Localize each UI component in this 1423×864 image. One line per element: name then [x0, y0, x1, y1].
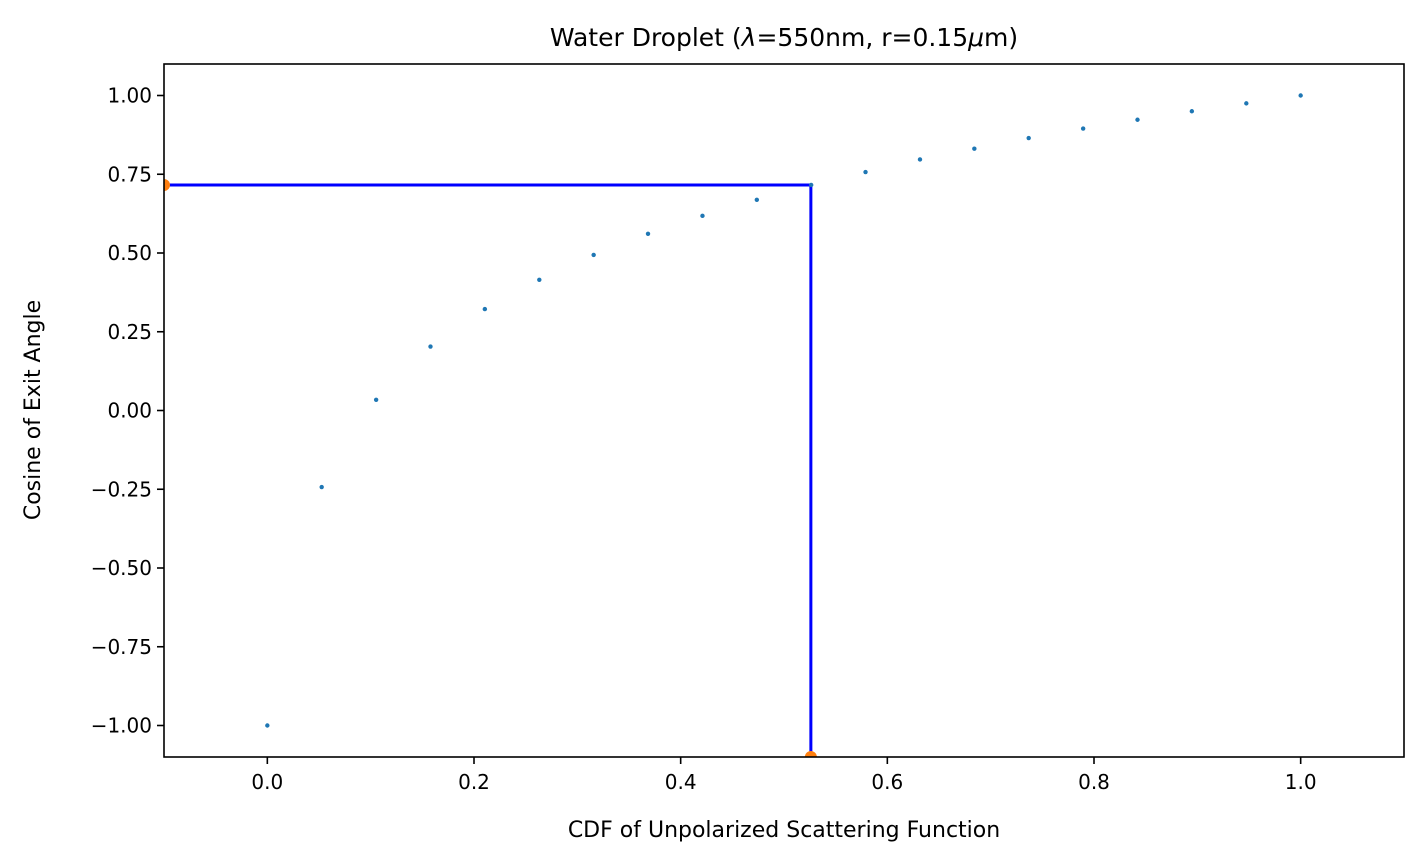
x-tick-label: 0.0 — [251, 770, 283, 794]
chart-title: Water Droplet (λ=550nm, r=0.15μm) — [550, 23, 1018, 52]
y-tick-label: −0.25 — [91, 477, 152, 501]
data-point — [1189, 109, 1195, 114]
title-part: m) — [984, 23, 1018, 52]
data-point — [1135, 117, 1140, 122]
y-tick-label: 1.00 — [107, 84, 152, 108]
x-tick-label: 0.4 — [665, 770, 697, 794]
data-point — [1298, 93, 1303, 98]
data-point — [808, 182, 814, 188]
data-point — [591, 252, 596, 258]
y-axis-label: Cosine of Exit Angle — [21, 300, 46, 520]
axis-marker — [804, 751, 817, 757]
x-tick-label: 0.6 — [871, 770, 903, 794]
x-tick-label: 0.8 — [1078, 770, 1110, 794]
plot-frame — [163, 63, 1405, 758]
data-point — [319, 484, 324, 490]
title-part: Water Droplet ( — [550, 23, 742, 52]
y-tick-label: 0.00 — [107, 399, 152, 423]
data-point — [754, 197, 760, 202]
title-part: =550nm, r=0.15 — [756, 23, 968, 52]
data-point — [373, 397, 379, 402]
y-tick-label: 0.50 — [107, 241, 152, 265]
title-lambda-symbol: λ — [740, 23, 757, 52]
x-tick-label: 1.0 — [1285, 770, 1317, 794]
x-axis: 0.0 0.2 0.4 0.6 0.8 1.0 — [251, 757, 1317, 794]
data-point — [1026, 135, 1031, 141]
y-axis: −1.00 −0.75 −0.50 −0.25 0.00 0.25 0.50 0.75 1.00 — [91, 84, 164, 738]
data-point — [972, 146, 977, 151]
axis-marker — [164, 178, 170, 191]
title-mu-symbol: μ — [967, 23, 984, 52]
y-tick-label: −0.50 — [91, 556, 152, 580]
data-point — [265, 723, 270, 728]
x-tick-label: 0.2 — [458, 770, 490, 794]
x-axis-label: CDF of Unpolarized Scattering Function — [568, 818, 1000, 843]
data-point — [645, 231, 651, 236]
y-tick-label: 0.25 — [107, 320, 152, 344]
data-point — [917, 157, 923, 162]
y-tick-label: −1.00 — [91, 714, 152, 738]
y-tick-label: 0.75 — [107, 162, 152, 186]
data-point — [1244, 101, 1249, 106]
data-point — [482, 306, 488, 312]
y-tick-label: −0.75 — [91, 635, 152, 659]
data-point — [700, 213, 705, 219]
data-point — [537, 277, 542, 282]
data-point — [428, 344, 433, 349]
plot-area — [164, 93, 1303, 757]
data-point — [863, 169, 868, 175]
data-point — [1080, 126, 1086, 131]
